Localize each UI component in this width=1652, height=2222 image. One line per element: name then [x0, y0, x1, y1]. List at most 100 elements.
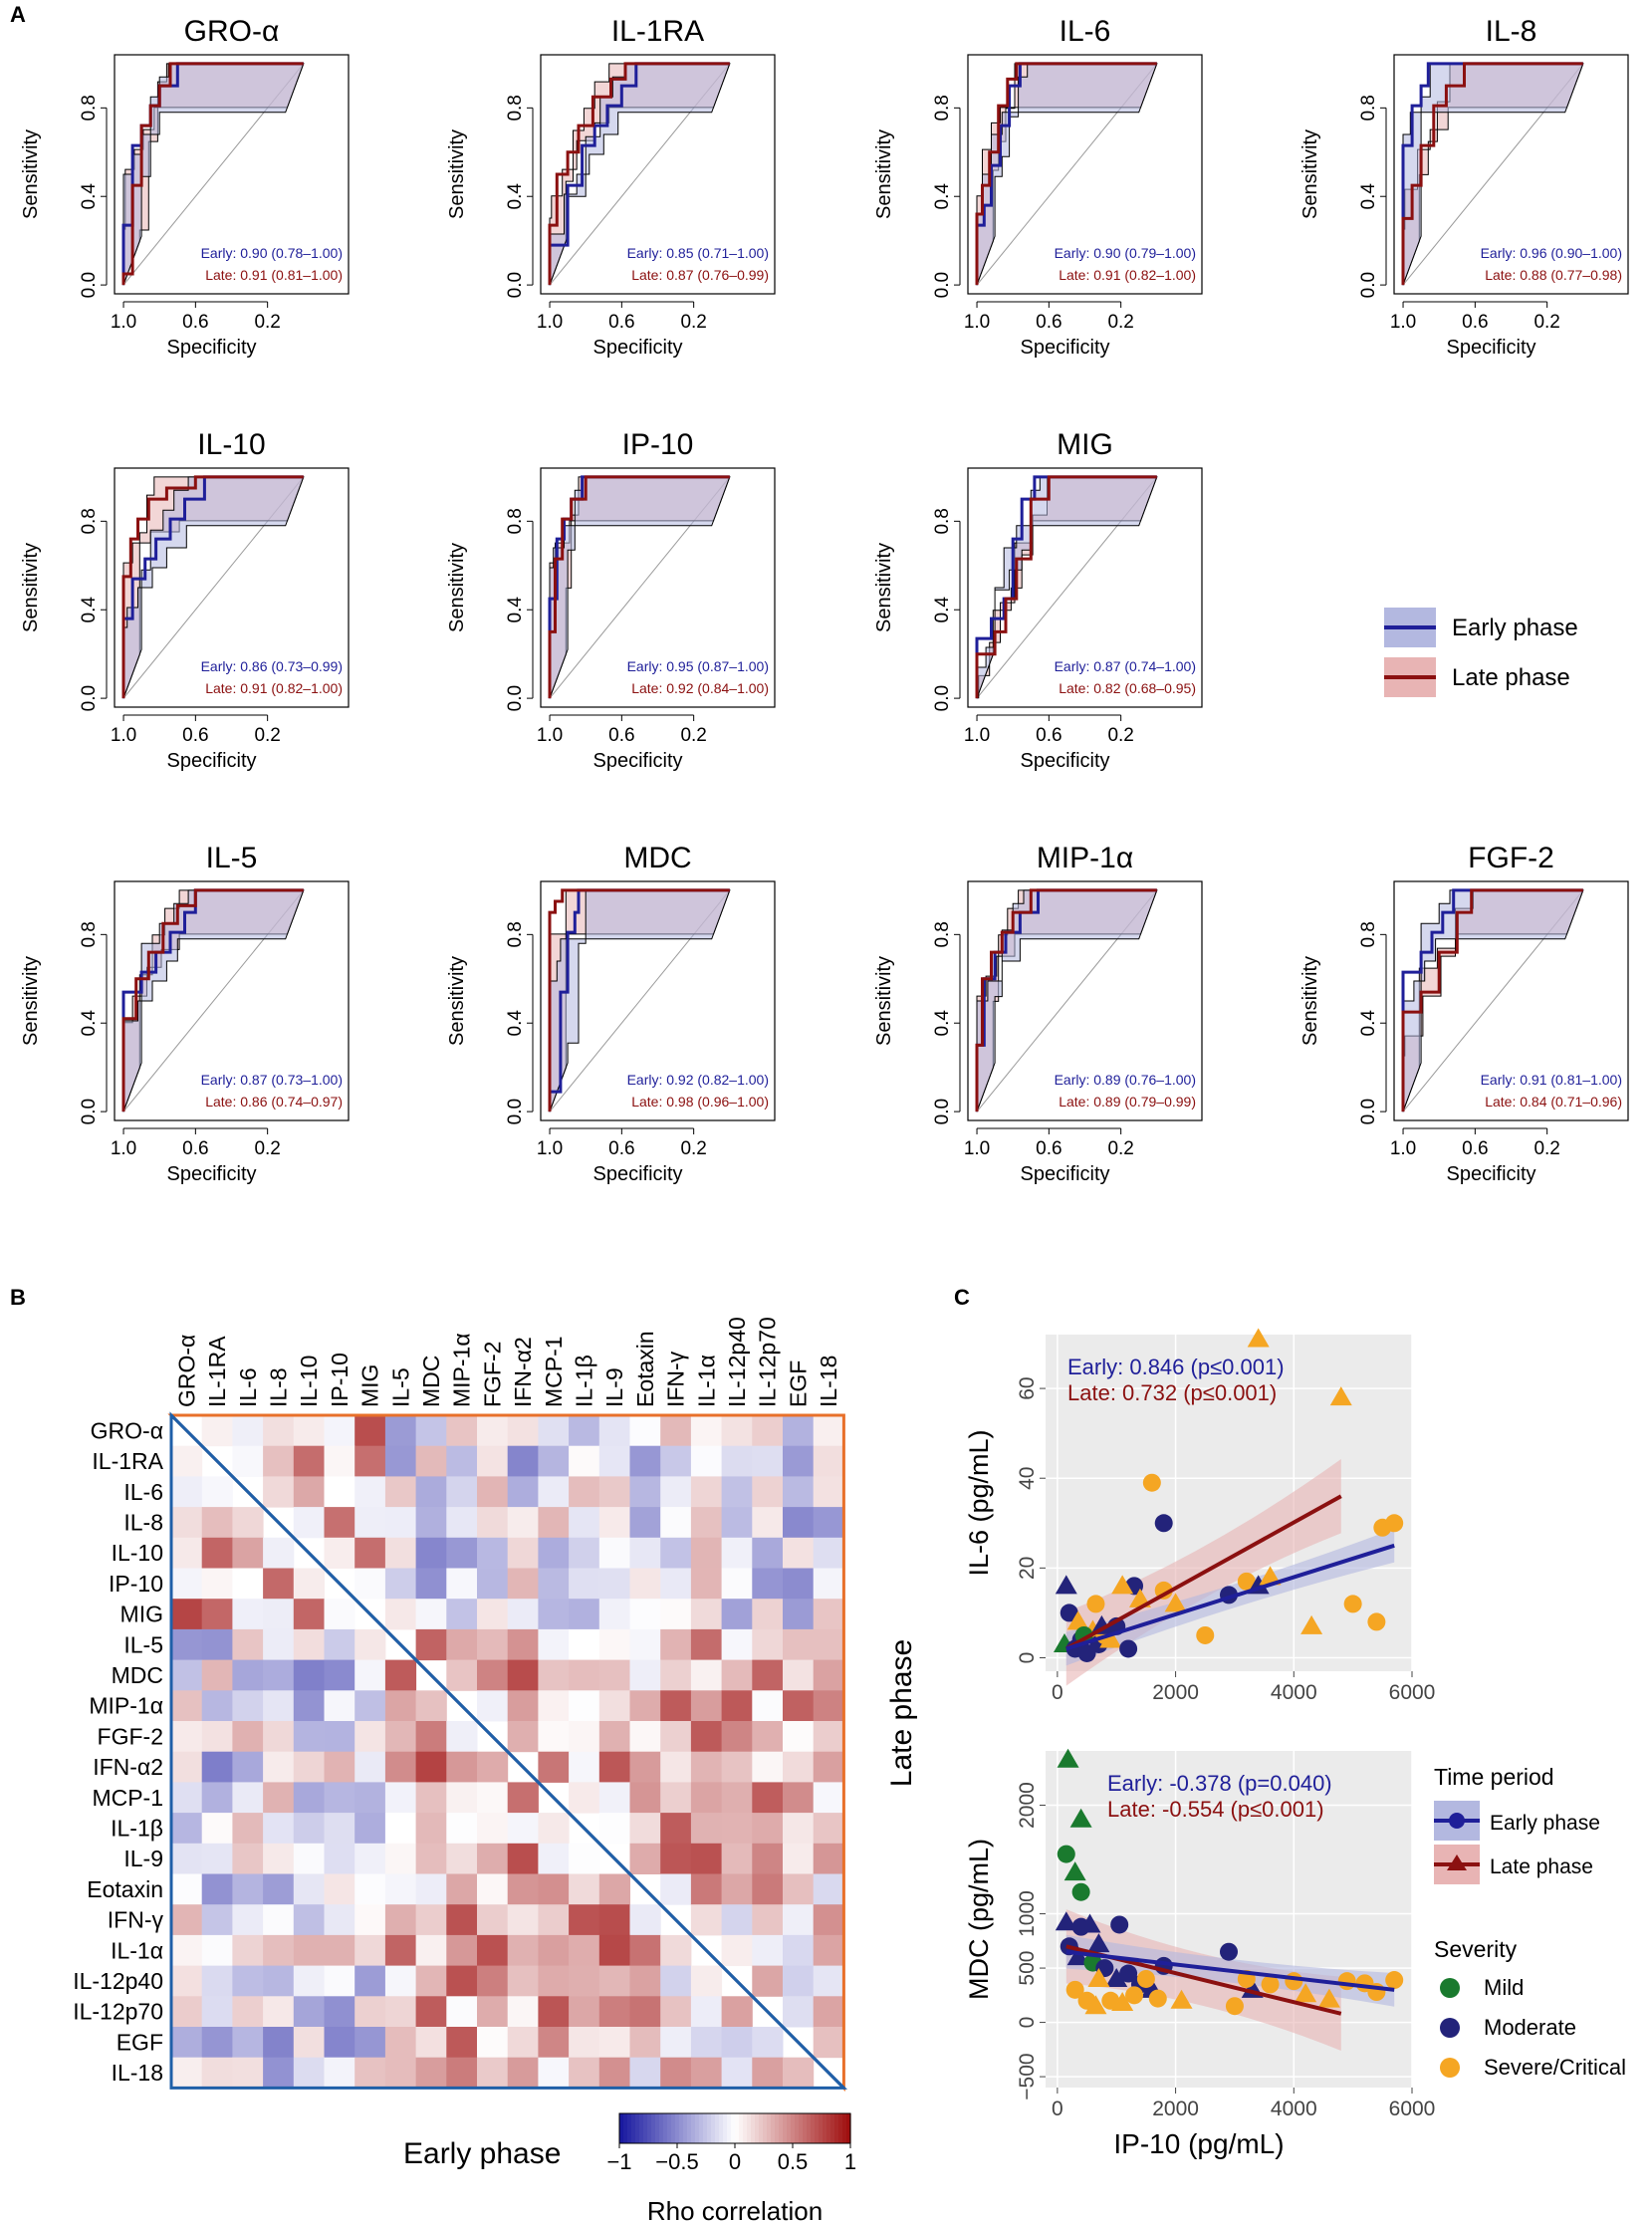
- heatmap-cell: [752, 1965, 784, 1997]
- early-roc-curve: [1401, 62, 1583, 286]
- heatmap-cell: [263, 1721, 295, 1753]
- heatmap-cell: [446, 1904, 478, 1936]
- late-roc-curve: [975, 888, 1157, 1112]
- heatmap-cell: [201, 1568, 233, 1600]
- roc-title: IL-10: [197, 428, 265, 461]
- data-point: [1084, 1995, 1107, 2015]
- y-tick-label: 60: [1016, 1376, 1039, 1399]
- heatmap-cell: [477, 1873, 509, 1905]
- heatmap-cell: [813, 1996, 844, 2028]
- x-tick-label: 0: [1052, 2098, 1063, 2120]
- row-label: IL-10: [112, 1540, 163, 1566]
- column-label: FGF-2: [479, 1342, 505, 1407]
- row-label: IFN-α2: [93, 1754, 163, 1780]
- heatmap-cell: [232, 1568, 264, 1600]
- scatter-panel: Early: -0.378 (p=0.040)Late: -0.554 (p≤0…: [964, 1748, 1435, 2159]
- heatmap-cell: [690, 1690, 723, 1722]
- late-legend-label: Late phase: [1452, 664, 1570, 691]
- x-tick-label: 1.0: [537, 1138, 563, 1159]
- heatmap-cell: [507, 1445, 539, 1477]
- colorbar-segment: [663, 2113, 668, 2143]
- heatmap-cell: [721, 1934, 753, 1967]
- heatmap-cell: [507, 1782, 539, 1814]
- heatmap-cell: [690, 1628, 723, 1661]
- data-point: [1055, 1575, 1077, 1595]
- heatmap-cell: [171, 1599, 203, 1630]
- heatmap-cell: [477, 2027, 509, 2059]
- heatmap-cell: [384, 1568, 417, 1600]
- heatmap-cell: [629, 1659, 661, 1691]
- heatmap-cell: [384, 1599, 417, 1630]
- heatmap-cell: [783, 1965, 815, 1997]
- heatmap-cell: [293, 1843, 325, 1874]
- heatmap-cell: [690, 1996, 723, 2028]
- heatmap-cell: [324, 1934, 355, 1967]
- colorbar-segment: [703, 2113, 708, 2143]
- heatmap-cell: [263, 1415, 295, 1447]
- heatmap-cell: [232, 1721, 264, 1753]
- heatmap-cell: [569, 1751, 600, 1783]
- data-point: [1078, 1913, 1101, 1933]
- heatmap-cell: [783, 1843, 815, 1874]
- column-label: IL-5: [387, 1367, 413, 1407]
- heatmap-cell: [783, 1873, 815, 1905]
- heatmap-cell: [201, 1537, 233, 1569]
- heatmap-cell: [598, 1476, 630, 1508]
- colorbar-segment: [691, 2113, 696, 2143]
- data-point: [1119, 1964, 1138, 1983]
- x-tick-label: 0.2: [1534, 1138, 1559, 1159]
- data-point: [1220, 1942, 1238, 1961]
- y-tick-label: 0.4: [79, 597, 100, 623]
- heatmap-cell: [629, 1415, 661, 1447]
- heatmap-cell: [446, 2027, 478, 2059]
- column-label: IL-9: [601, 1367, 627, 1407]
- y-tick-label: 0.8: [79, 508, 100, 534]
- colorbar-segment: [707, 2113, 712, 2143]
- y-tick-label: 0.0: [1358, 1099, 1379, 1124]
- colorbar-segment: [751, 2113, 756, 2143]
- heatmap-cell: [660, 1537, 692, 1569]
- y-tick-label: 40: [1016, 1467, 1039, 1490]
- heatmap-cell: [446, 1599, 478, 1630]
- heatmap-cell: [660, 1690, 692, 1722]
- x-tick-label: 0.2: [1107, 725, 1133, 746]
- x-axis-label: Specificity: [166, 750, 256, 772]
- y-tick-label: 0.4: [932, 183, 953, 210]
- heatmap-cell: [569, 1445, 600, 1477]
- heatmap-cell: [507, 1965, 539, 1997]
- heatmap-cell: [507, 1934, 539, 1967]
- late-roc-curve: [1401, 62, 1583, 286]
- heatmap-cell: [752, 1934, 784, 1967]
- heatmap-cell: [293, 1568, 325, 1600]
- heatmap-cell: [752, 1599, 784, 1630]
- column-label: IL-12p40: [724, 1317, 750, 1407]
- heatmap-cell: [171, 1476, 203, 1508]
- early-auc-text: Early: 0.86 (0.73–0.99): [201, 658, 343, 674]
- colorbar-segment: [735, 2113, 740, 2143]
- heatmap-cell: [293, 1507, 325, 1539]
- heatmap-cell: [171, 1721, 203, 1753]
- heatmap-cell: [813, 1690, 844, 1722]
- heatmap-cell: [629, 1751, 661, 1783]
- colorbar-segment: [811, 2113, 816, 2143]
- row-label: MIP-1α: [89, 1693, 163, 1719]
- late-roc-curve: [975, 475, 1157, 699]
- x-axis-label: Specificity: [592, 1163, 682, 1185]
- heatmap-cell: [752, 2057, 784, 2089]
- colorbar-segment: [779, 2113, 784, 2143]
- data-point: [1111, 1575, 1134, 1595]
- colorbar-segment: [715, 2113, 720, 2143]
- x-tick-label: 1.0: [537, 312, 563, 333]
- row-label: IL-8: [123, 1509, 163, 1535]
- severe-legend-marker: [1440, 2058, 1460, 2078]
- late-correlation-text: Late: -0.554 (p≤0.001): [1107, 1797, 1324, 1822]
- x-tick-label: 0.6: [182, 725, 208, 746]
- heatmap-cell: [507, 2027, 539, 2059]
- colorbar-segment: [842, 2113, 847, 2143]
- heatmap-cell: [293, 1599, 325, 1630]
- heatmap-cell: [660, 1873, 692, 1905]
- y-tick-label: 0: [1016, 1652, 1039, 1664]
- heatmap-cell: [171, 1537, 203, 1569]
- colorbar-segment: [807, 2113, 812, 2143]
- data-point: [1385, 1514, 1404, 1533]
